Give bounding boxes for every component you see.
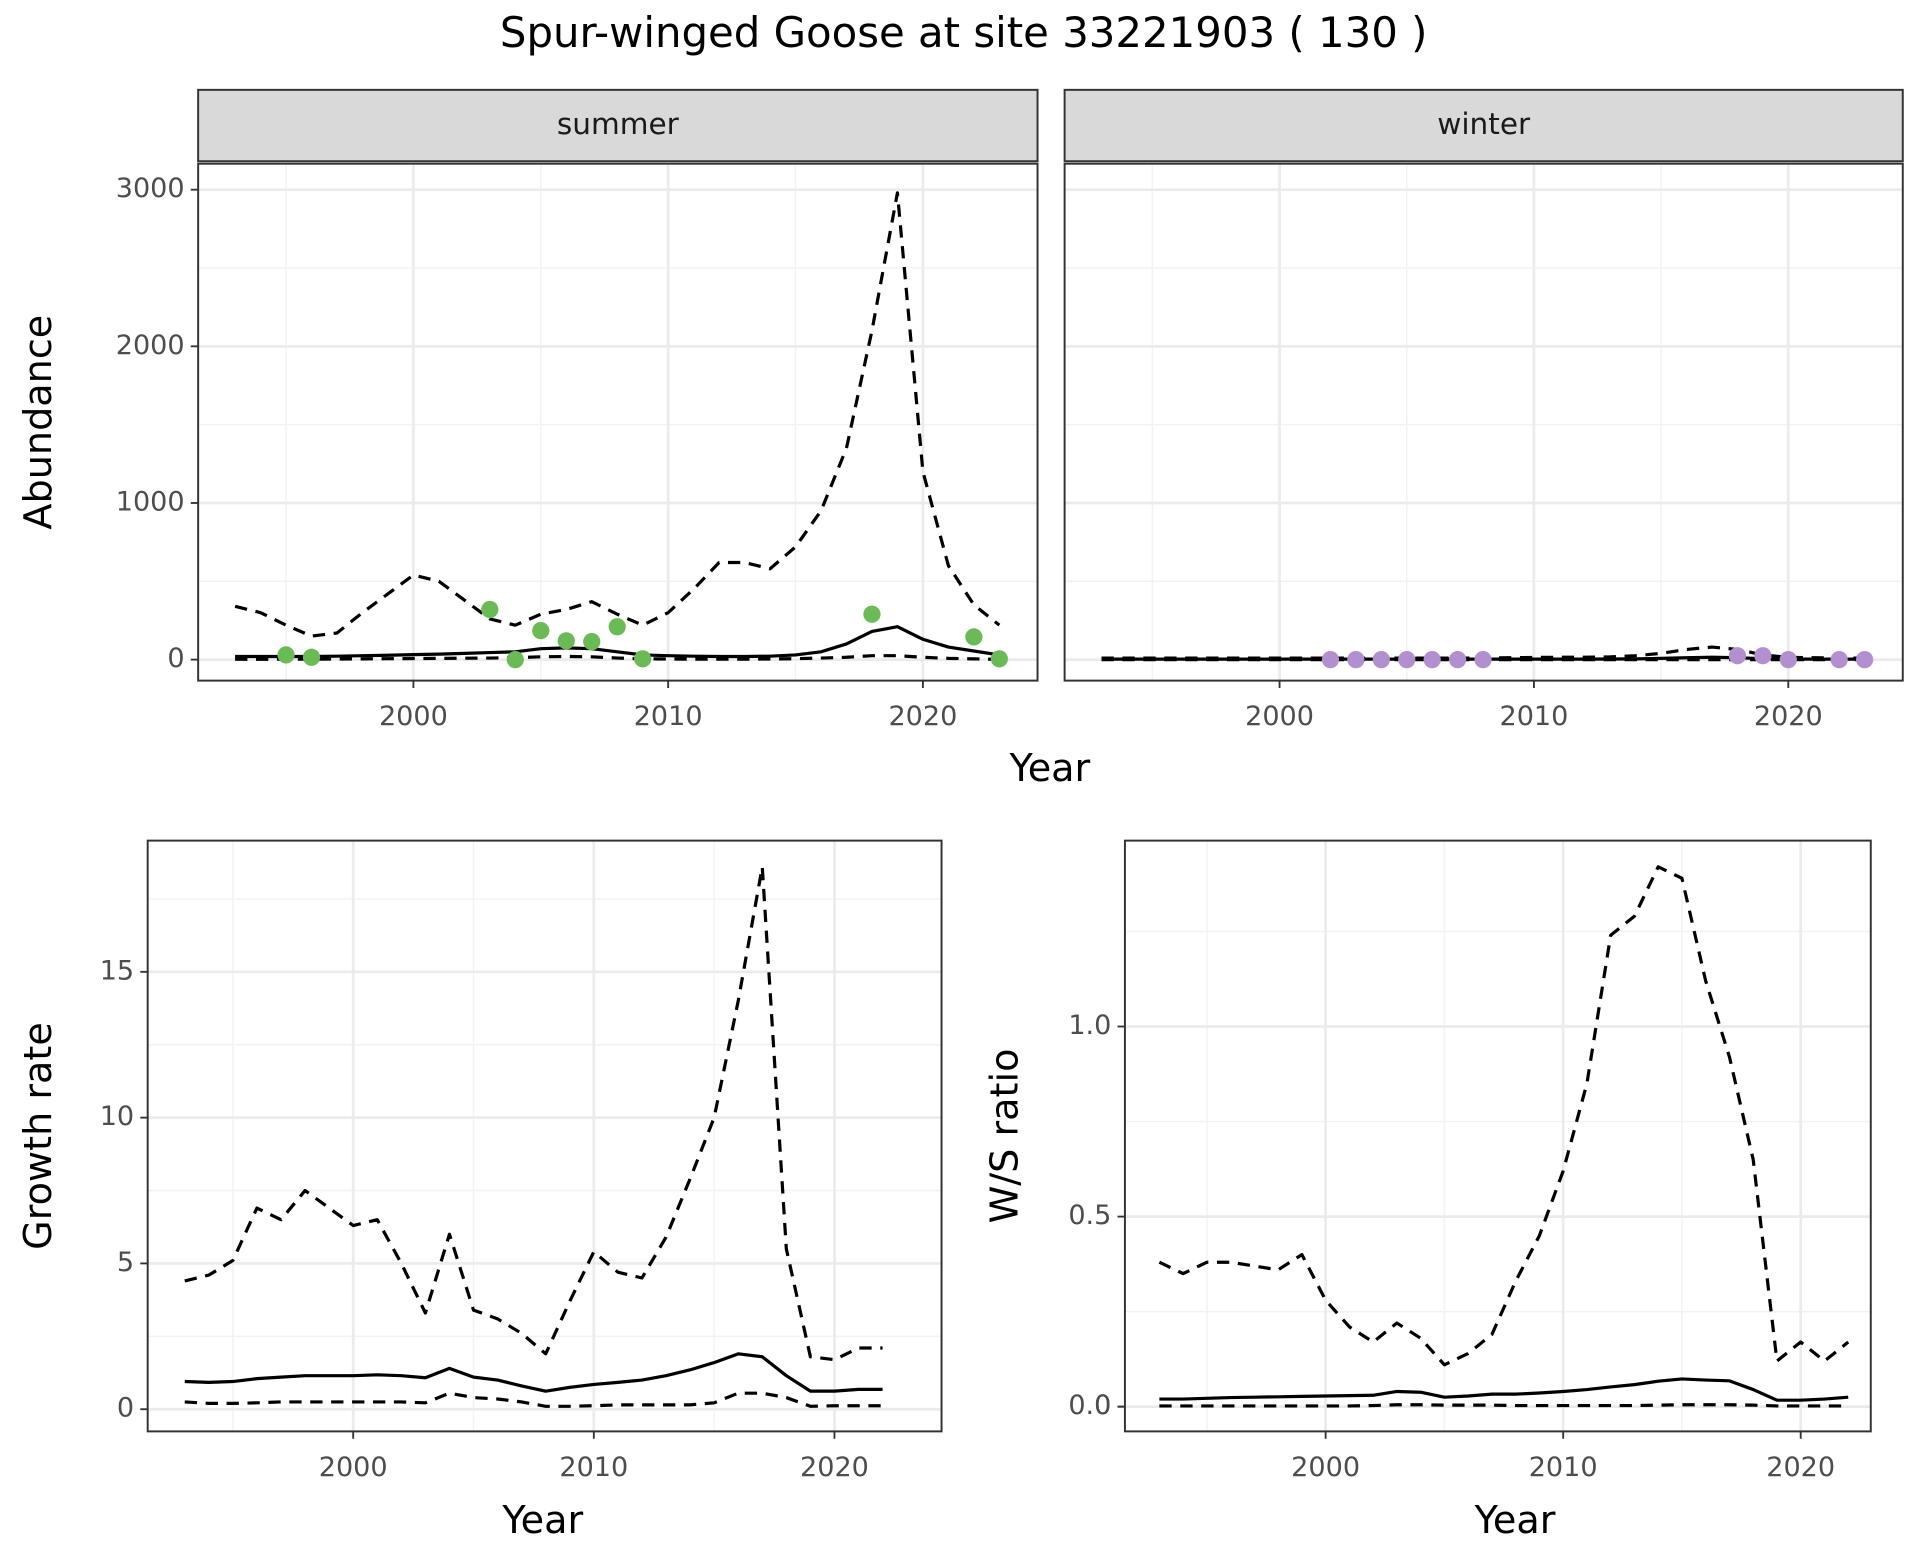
observation-point — [1728, 647, 1747, 665]
series-line — [235, 625, 1000, 659]
series-line — [1159, 1377, 1849, 1402]
y-tick-label: 0.5 — [1068, 1200, 1111, 1231]
observation-point — [1779, 651, 1797, 669]
y-tick-label: 10 — [100, 1101, 134, 1132]
y-tick-label: 1.0 — [1068, 1010, 1111, 1041]
y-tick-label: 15 — [100, 955, 134, 986]
observation-point — [583, 632, 601, 651]
panel-background — [1064, 163, 1903, 681]
observation-point — [1321, 651, 1340, 669]
x-axis-title: Year — [1008, 746, 1090, 790]
observation-point — [1449, 651, 1467, 669]
series-line — [184, 865, 883, 1362]
observation-point — [506, 651, 524, 669]
observation-point — [1398, 651, 1416, 669]
x-axis-title: Year — [1474, 1498, 1556, 1542]
panel-background — [147, 840, 942, 1432]
observation-point — [1474, 651, 1492, 669]
facet-strip — [197, 88, 1039, 163]
y-tick-label: 1000 — [116, 486, 185, 517]
observation-point — [302, 648, 321, 666]
x-tick-label: 2020 — [1766, 1452, 1835, 1483]
panel-background — [1124, 840, 1871, 1432]
panel-border — [1123, 839, 1872, 1433]
observation-point — [1423, 651, 1441, 669]
observation-point — [965, 628, 983, 646]
y-tick-label: 2000 — [116, 330, 185, 361]
observation-point — [481, 600, 499, 619]
y-tick-label: 0.0 — [1068, 1390, 1111, 1421]
x-tick-label: 2000 — [1245, 701, 1314, 732]
y-tick-label: 3000 — [116, 173, 185, 204]
facet-label: winter — [1437, 107, 1531, 141]
observation-point — [1830, 651, 1848, 669]
x-tick-label: 2020 — [1754, 701, 1823, 732]
y-tick-label: 0 — [167, 643, 184, 674]
x-tick-label: 2020 — [888, 701, 957, 732]
panel-border — [197, 162, 1039, 682]
y-axis-title: W/S ratio — [982, 1049, 1026, 1224]
facet-label: summer — [557, 107, 680, 141]
y-tick-label: 0 — [1094, 1390, 1111, 1421]
series-line — [235, 654, 1000, 661]
facet-strip — [1063, 88, 1904, 163]
y-axis-title: Abundance — [16, 315, 60, 530]
y-tick-label: 0 — [117, 1393, 134, 1424]
x-tick-label: 2000 — [319, 1452, 388, 1483]
series-line — [184, 1352, 883, 1393]
y-axis-title: Growth rate — [16, 1022, 60, 1250]
observation-point — [990, 650, 1008, 668]
observation-point — [277, 646, 295, 664]
series-line — [234, 191, 1001, 638]
panel-border — [146, 839, 943, 1433]
panel-background — [198, 163, 1038, 681]
series-line — [184, 1391, 883, 1408]
observation-point — [608, 618, 626, 636]
observation-point — [634, 650, 652, 668]
observation-point — [1754, 647, 1772, 665]
y-tick-label: 5 — [117, 1247, 134, 1278]
x-tick-label: 2010 — [1529, 1452, 1598, 1483]
x-tick-label: 2010 — [559, 1452, 628, 1483]
x-axis-title: Year — [501, 1498, 583, 1542]
series-line — [1159, 1403, 1849, 1408]
x-tick-label: 2010 — [634, 701, 703, 732]
chart-title: Spur-winged Goose at site 33221903 ( 130… — [500, 8, 1428, 57]
observation-point — [1372, 651, 1390, 669]
observation-point — [863, 605, 881, 623]
x-tick-label: 2020 — [800, 1452, 869, 1483]
x-tick-label: 2010 — [1499, 701, 1568, 732]
x-tick-label: 2000 — [379, 701, 448, 732]
series-line — [1158, 865, 1850, 1367]
observation-point — [1855, 651, 1874, 669]
observation-point — [557, 632, 575, 650]
observation-point — [1347, 651, 1365, 669]
panel-border — [1063, 162, 1904, 682]
x-tick-label: 2000 — [1291, 1452, 1360, 1483]
observation-point — [532, 622, 550, 640]
